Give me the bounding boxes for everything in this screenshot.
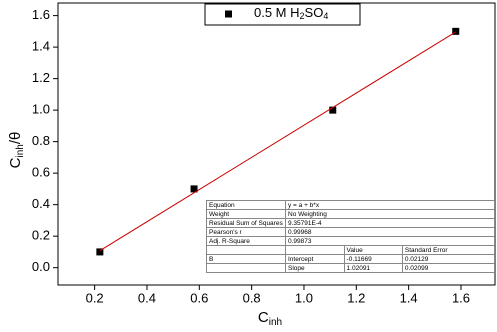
y-label-sub: inh	[15, 144, 26, 157]
table-cell: 0.02099	[401, 263, 496, 273]
x-tick-label: 0.4	[138, 290, 156, 305]
table-cell: 9.35791E-4	[285, 218, 495, 228]
table-row: Weight No Weighting	[206, 209, 495, 219]
table-cell: B	[206, 254, 286, 264]
table-cell: 1.02091	[343, 263, 403, 273]
table-row: Equation y = a + b*x	[206, 200, 495, 210]
y-tick-label: 1.0	[32, 102, 50, 117]
y-tick-label: 0.6	[32, 165, 50, 180]
table-cell	[285, 245, 345, 255]
table-cell: Equation	[206, 200, 286, 210]
y-label-suffix: /θ	[7, 132, 24, 145]
x-tick-label: 0.2	[86, 290, 104, 305]
table-row: B Intercept -0.11669 0.02129	[206, 254, 496, 264]
table-cell: Standard Error	[401, 245, 496, 255]
fit-table: Equation y = a + b*x Weight No Weighting Res…	[206, 200, 496, 273]
y-tick-label: 0.4	[32, 196, 50, 211]
table-cell: Value	[343, 245, 403, 255]
x-axis-label: Cinh	[258, 309, 282, 328]
y-tick-label: 1.4	[32, 39, 50, 54]
point	[96, 248, 104, 256]
table-cell: 0.99873	[285, 236, 495, 246]
table-cell: 0.02129	[401, 254, 496, 264]
table-cell	[206, 263, 286, 273]
x-tick-label: 1.0	[295, 290, 313, 305]
y-label-main: C	[7, 157, 24, 168]
x-label-sub: inh	[269, 317, 282, 328]
y-tick-label: 1.2	[32, 70, 50, 85]
y-tick-label: 0.2	[32, 228, 50, 243]
x-tick-label: 1.2	[347, 290, 365, 305]
table-cell: 0.99968	[285, 227, 495, 237]
table-row: Slope 1.02091 0.02099	[206, 263, 496, 273]
point	[329, 106, 337, 114]
y-tick-label: 0.8	[32, 133, 50, 148]
table-cell: y = a + b*x	[285, 200, 495, 210]
y-tick-label: 1.6	[32, 7, 50, 22]
legend-box	[204, 3, 361, 26]
table-cell: Residual Sum of Squares	[206, 218, 286, 228]
fit-line	[99, 31, 457, 252]
y-axis-label: Cinh/θ	[7, 132, 26, 169]
x-label-main: C	[258, 309, 269, 326]
table-cell: Pearson's r	[206, 227, 286, 237]
x-tick-label: 1.4	[400, 290, 418, 305]
table-row: Residual Sum of Squares 9.35791E-4	[206, 218, 495, 228]
table-cell	[206, 245, 286, 255]
x-tick-label: 0.6	[190, 290, 208, 305]
legend-marker	[225, 10, 232, 18]
table-row: Adj. R-Square 0.99873	[206, 236, 495, 246]
table-cell: Weight	[206, 209, 286, 219]
x-tick-label: 0.8	[243, 290, 261, 305]
table-row: Value Standard Error	[206, 245, 496, 255]
table-cell: -0.11669	[343, 254, 403, 264]
point	[452, 27, 460, 35]
legend-label: 0.5 M H2SO4	[254, 5, 328, 21]
table-cell: Adj. R-Square	[206, 236, 286, 246]
plot-frame	[57, 2, 496, 286]
table-row: Pearson's r 0.99968	[206, 227, 495, 237]
table-cell: No Weighting	[285, 209, 495, 219]
y-tick-label: 0.0	[32, 259, 50, 274]
table-cell: Intercept	[285, 254, 345, 264]
table-cell: Slope	[285, 263, 345, 273]
point	[190, 185, 198, 193]
x-tick-label: 1.6	[452, 290, 470, 305]
